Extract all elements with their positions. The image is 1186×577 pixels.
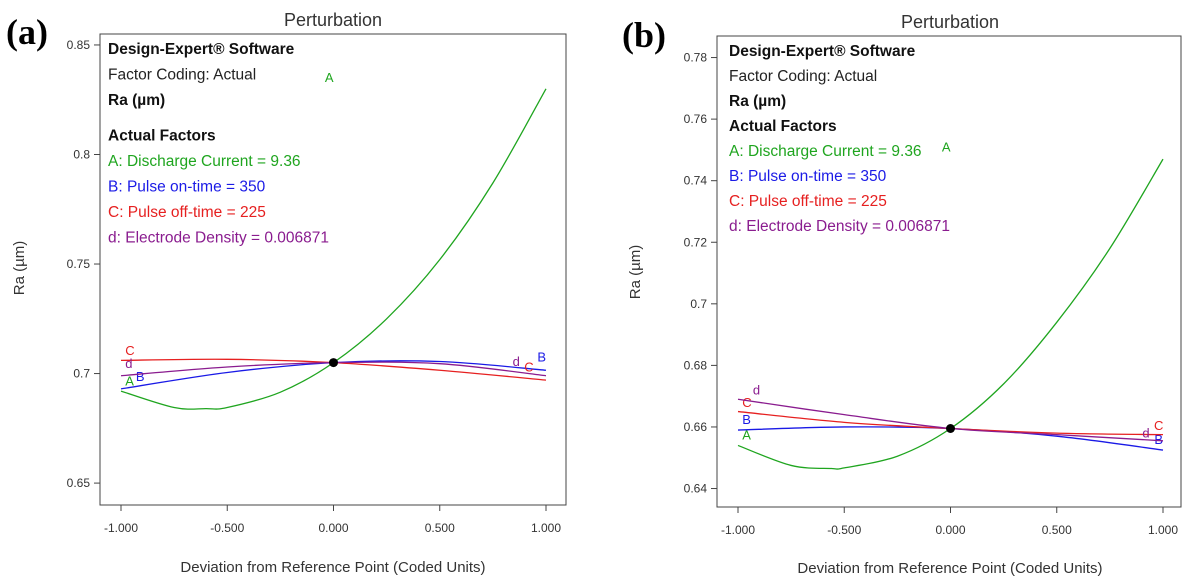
panel-a-series-B-label: B xyxy=(537,350,546,365)
panel-b-series-C-label: C xyxy=(1154,418,1163,433)
panel-a-info-line: Design-Expert® Software xyxy=(108,41,295,58)
panel-b-y-tick-label: 0.78 xyxy=(684,51,708,65)
panel-b-y-tick-label: 0.74 xyxy=(684,174,708,188)
panel-a-frame xyxy=(99,33,567,506)
panel-a-y-tick-label: 0.8 xyxy=(73,147,90,161)
panel-a-y-tick-label: 0.85 xyxy=(67,38,91,52)
panel-b-tag: (b) xyxy=(622,15,666,55)
panel-a-y-tick-label: 0.65 xyxy=(67,476,91,490)
panel-b-title: Perturbation xyxy=(901,12,999,32)
panel-a-y-tick-label: 0.75 xyxy=(67,257,91,271)
panel-a-series-d-label: d xyxy=(125,356,132,371)
panel-a-reference-point xyxy=(329,358,338,368)
panel-b-info-line: C: Pulse off-time = 225 xyxy=(729,193,887,210)
panel-b-info-line: Factor Coding: Actual xyxy=(729,68,877,85)
panel-b-series-d-label: d xyxy=(1142,426,1149,441)
panel-b-x-tick-label: -0.500 xyxy=(827,523,861,537)
panel-a-series-B-label: B xyxy=(136,369,145,384)
panel-a-info-line: A: Discharge Current = 9.36 xyxy=(108,153,301,170)
panel-b-y-axis-label: Ra (µm) xyxy=(627,245,644,299)
panel-a-info-line: Factor Coding: Actual xyxy=(108,67,256,84)
panel-b-x-tick-label: -1.000 xyxy=(721,523,755,537)
panel-b-y-tick-label: 0.72 xyxy=(684,235,708,249)
panel-b-series-B-label: B xyxy=(742,412,751,427)
panel-a-x-ticks: -1.000 -0.500 0.000 0.500 1.000 xyxy=(104,505,561,535)
panel-b-info-line: Design-Expert® Software xyxy=(729,43,916,60)
panel-b-series-A-label: A xyxy=(942,139,951,154)
panel-b-y-ticks: 0.64 0.66 0.68 0.7 0.72 0.74 0.76 0.78 xyxy=(684,51,717,496)
panel-b-x-tick-label: 0.000 xyxy=(935,523,965,537)
panel-b-y-tick-label: 0.66 xyxy=(684,420,708,434)
panel-b-info-line: Ra (µm) xyxy=(729,93,786,110)
panel-b-info-line: d: Electrode Density = 0.006871 xyxy=(729,218,950,235)
panel-b-info-line: B: Pulse on-time = 350 xyxy=(729,168,887,185)
panel-b-x-axis-label: Deviation from Reference Point (Coded Un… xyxy=(797,560,1102,577)
panel-a-info-box: Design-Expert® Software Factor Coding: Ac… xyxy=(108,41,329,247)
panel-b-series-d-label: d xyxy=(753,383,760,398)
panel-a-tag: (a) xyxy=(6,12,48,52)
panel-a-series-C-label: C xyxy=(125,343,134,358)
panel-a-info-line: C: Pulse off-time = 225 xyxy=(108,204,266,221)
panel-b-y-tick-label: 0.64 xyxy=(684,482,708,496)
panel-a-info-line: B: Pulse on-time = 350 xyxy=(108,179,266,196)
panel-a-series-C-label: C xyxy=(524,359,533,374)
panel-a-series-A-label: A xyxy=(325,70,334,85)
panel-a-info-line: Actual Factors xyxy=(108,128,216,145)
panel-a-x-axis-label: Deviation from Reference Point (Coded Un… xyxy=(180,559,485,576)
panel-a-x-tick-label: 1.000 xyxy=(531,521,561,535)
chart-panel-b: (b) Perturbation 0.64 0.66 0.68 0.7 0.72 0.74… xyxy=(622,12,1182,577)
panel-b-info-line: A: Discharge Current = 9.36 xyxy=(729,143,922,160)
panel-b-info-line: Actual Factors xyxy=(729,118,837,135)
panel-b-x-tick-label: 1.000 xyxy=(1148,523,1178,537)
chart-panel-a: (a) Perturbation 0.65 0.7 0.75 0.8 0.85 -1.0… xyxy=(6,10,567,576)
panel-b-info-box: Design-Expert® Software Factor Coding: Ac… xyxy=(729,43,950,235)
panel-a-x-tick-label: 0.000 xyxy=(318,521,348,535)
panel-b-series-B-label: B xyxy=(1154,432,1163,447)
panel-a-series-d-label: d xyxy=(513,354,520,369)
panel-b-y-tick-label: 0.76 xyxy=(684,112,708,126)
panel-b-x-ticks: -1.000 -0.500 0.000 0.500 1.000 xyxy=(721,507,1178,537)
panel-a-y-axis-label: Ra (µm) xyxy=(11,241,28,295)
panel-b-y-tick-label: 0.7 xyxy=(690,297,707,311)
panel-b-frame xyxy=(716,35,1182,508)
panel-b-y-tick-label: 0.68 xyxy=(684,358,708,372)
panel-b-series-A-label: A xyxy=(742,427,751,442)
panel-a-x-tick-label: -0.500 xyxy=(210,521,244,535)
panel-a-info-line: Ra (µm) xyxy=(108,92,165,109)
panel-a-series-A-label: A xyxy=(125,374,134,389)
panel-a-y-ticks: 0.65 0.7 0.75 0.8 0.85 xyxy=(67,38,100,490)
panel-a-x-tick-label: 0.500 xyxy=(425,521,455,535)
panel-b-series-C-label: C xyxy=(742,395,751,410)
panel-b-x-tick-label: 0.500 xyxy=(1042,523,1072,537)
panel-a-x-tick-label: -1.000 xyxy=(104,521,138,535)
panel-a-info-line: d: Electrode Density = 0.006871 xyxy=(108,230,329,247)
panel-a-title: Perturbation xyxy=(284,10,382,30)
panel-a-y-tick-label: 0.7 xyxy=(73,367,90,381)
panel-b-reference-point xyxy=(946,424,955,433)
